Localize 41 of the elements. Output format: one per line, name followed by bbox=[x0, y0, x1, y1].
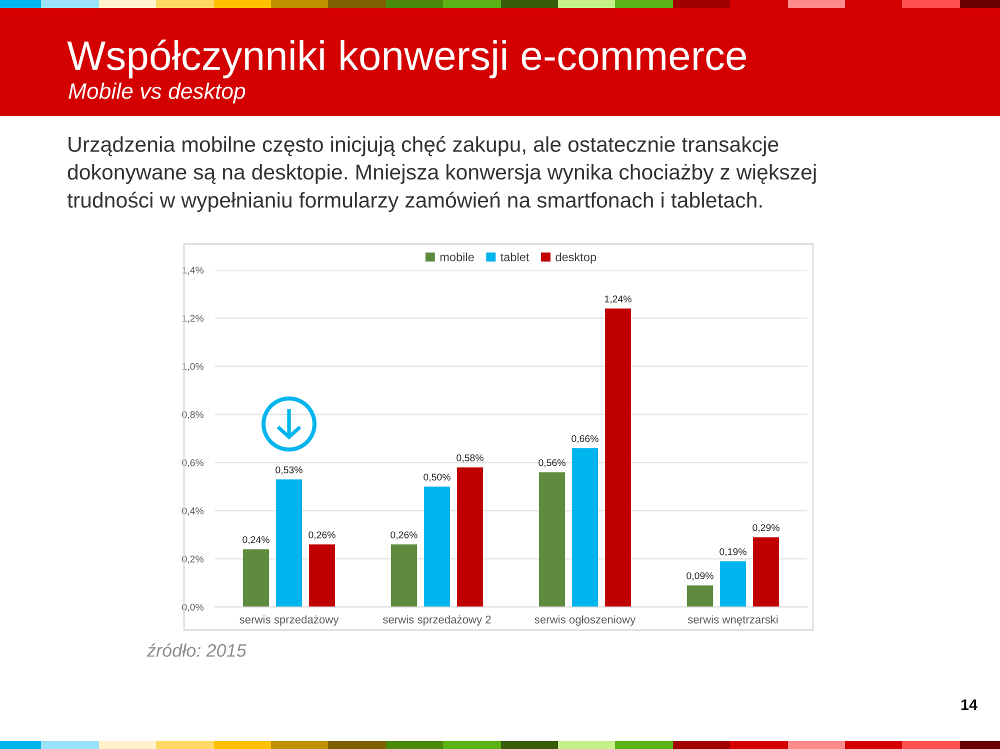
x-tick-label: serwis ogłoszeniowy bbox=[534, 615, 636, 626]
bar bbox=[752, 537, 780, 607]
bar bbox=[538, 472, 566, 607]
bar bbox=[604, 308, 632, 607]
y-tick-label: 0,0% bbox=[182, 604, 204, 612]
chart-subtitle: Mobile vs desktop bbox=[68, 82, 246, 104]
bar bbox=[308, 544, 336, 607]
x-tick-label: serwis sprzedażowy bbox=[240, 615, 339, 626]
y-tick-label: 0,6% bbox=[182, 459, 204, 468]
data-label: 0,19% bbox=[720, 548, 746, 556]
x-tick-label: serwis wnętrzarski bbox=[688, 615, 778, 626]
y-tick-label: 0,2% bbox=[182, 556, 204, 564]
bar bbox=[390, 544, 418, 607]
data-label: 0,66% bbox=[572, 435, 598, 444]
data-label: 1,24% bbox=[604, 296, 632, 304]
legend-label: mobile bbox=[440, 252, 474, 262]
chart-title: Współczynniki konwersji e-commerce bbox=[67, 40, 746, 78]
y-tick-label: 0,4% bbox=[182, 507, 204, 516]
y-tick-label: 0,8% bbox=[182, 411, 204, 420]
data-label: 0,58% bbox=[456, 454, 484, 462]
bar bbox=[572, 448, 598, 607]
bar bbox=[242, 549, 270, 607]
text: Urządzenia mobilne często inicjują chęć zakupu, ale ostatecznie transakcje dokonywane są na desktopie. Mniejsza konwersja wynika chociażby z większej trudności w wypełnianiu formularzy zamówień na smartfonach i tabletach. bbox=[67, 136, 816, 212]
legend-label: tablet bbox=[500, 252, 530, 262]
legend-label: desktop bbox=[556, 252, 596, 264]
data-label: 0,53% bbox=[276, 466, 302, 474]
bar bbox=[276, 479, 302, 607]
bar bbox=[686, 585, 714, 607]
data-label: 0,26% bbox=[390, 531, 418, 540]
text: 14 bbox=[961, 699, 978, 710]
data-label: 0,29% bbox=[752, 524, 780, 532]
bar bbox=[456, 467, 484, 607]
bar bbox=[720, 561, 746, 607]
text: źródło: 2015 bbox=[146, 643, 246, 657]
data-label: 0,26% bbox=[308, 531, 336, 540]
data-label: 0,56% bbox=[538, 459, 566, 468]
bar bbox=[424, 486, 450, 607]
data-label: 0,24% bbox=[242, 536, 270, 544]
data-label: 0,50% bbox=[424, 474, 450, 482]
x-tick-label: serwis sprzedażowy 2 bbox=[382, 615, 491, 626]
data-label: 0,09% bbox=[686, 572, 714, 580]
